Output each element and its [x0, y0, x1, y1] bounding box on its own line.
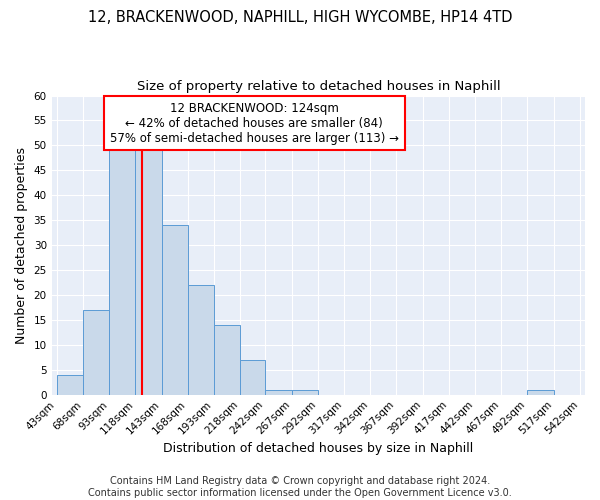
X-axis label: Distribution of detached houses by size in Naphill: Distribution of detached houses by size …: [163, 442, 473, 455]
Bar: [527, 390, 554, 394]
Text: 12 BRACKENWOOD: 124sqm
← 42% of detached houses are smaller (84)
57% of semi-det: 12 BRACKENWOOD: 124sqm ← 42% of detached…: [110, 102, 399, 144]
Bar: [292, 390, 318, 394]
Y-axis label: Number of detached properties: Number of detached properties: [15, 146, 28, 344]
Bar: [188, 285, 214, 395]
Bar: [109, 150, 136, 394]
Title: Size of property relative to detached houses in Naphill: Size of property relative to detached ho…: [137, 80, 500, 93]
Bar: [265, 390, 292, 394]
Text: Contains HM Land Registry data © Crown copyright and database right 2024.
Contai: Contains HM Land Registry data © Crown c…: [88, 476, 512, 498]
Bar: [161, 225, 188, 394]
Bar: [136, 146, 161, 394]
Bar: [214, 325, 240, 394]
Bar: [57, 375, 83, 394]
Bar: [240, 360, 265, 394]
Bar: [83, 310, 109, 394]
Text: 12, BRACKENWOOD, NAPHILL, HIGH WYCOMBE, HP14 4TD: 12, BRACKENWOOD, NAPHILL, HIGH WYCOMBE, …: [88, 10, 512, 25]
